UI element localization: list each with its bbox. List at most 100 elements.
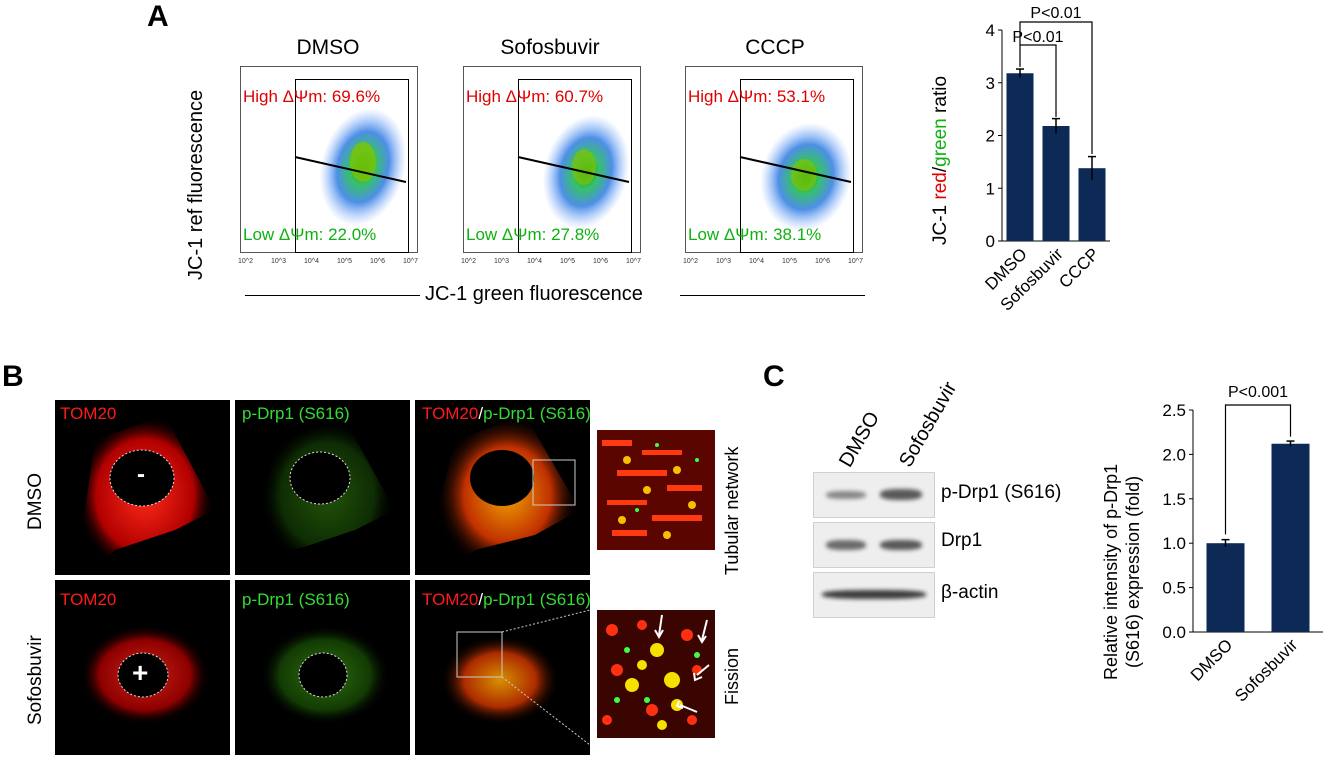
tick: 10^6 [593,258,608,265]
flow-scatter-cccp [739,122,852,232]
tick: 10^6 [370,258,385,265]
flow-x-axis-line-right [680,295,865,296]
tick: 10^6 [815,258,830,265]
y-tick-label: 2 [986,127,995,146]
nucleus-plus: + [132,657,149,688]
sig-bracket [1224,404,1292,535]
blot-band [822,590,926,599]
blot-band [826,540,866,550]
ylabel-prefix: JC-1 [930,199,951,245]
blot-lane-label-dmso: DMSO [835,408,885,471]
tick: 10^3 [494,258,509,265]
merge-slash: / [478,404,484,423]
zoom-sofosbuvir [597,610,715,738]
bar [1042,126,1070,241]
flow-scatter-sofosbuvir [517,114,630,230]
high-label-sofosbuvir: High ΔΨm: 60.7% [466,87,604,106]
gate-dmso [295,79,409,253]
blot-row-label-actin: β-actin [941,582,999,603]
sig-bracket-outer [1019,21,1093,154]
flow-plot-cccp: High ΔΨm: 53.1% Low ΔΨm: 38.1% [685,66,863,253]
blot-band [880,489,922,500]
tick: 10^4 [527,258,542,265]
bar-chart-c-ylabel: Relative intensity of p-Drp1 (S616) expr… [1100,464,1144,680]
bar [1206,543,1245,632]
x-category-label: DMSO [1187,635,1236,684]
tick: 10^4 [749,258,764,265]
row-label-dmso: DMSO [25,473,46,530]
micro-dmso-pdrp1 [235,400,410,575]
panel-letter-a: A [147,0,169,33]
y-tick-label: 0.5 [1162,579,1186,598]
y-tick-label: 1.5 [1162,490,1186,509]
merge-pdrp1: p-Drp1 (S616) [483,404,591,423]
tick: 10^2 [238,258,253,265]
low-label-cccp: Low ΔΨm: 38.1% [688,225,822,244]
label-merge-row1: TOM20/p-Drp1 (S616) [422,404,591,424]
gate-cccp [740,79,854,253]
panel-letter-c: C [763,360,785,393]
row-label-sofosbuvir: Sofosbuvir [25,635,46,725]
flow-plot-sofosbuvir: High ΔΨm: 60.7% Low ΔΨm: 27.8% [463,66,641,253]
flow-plot-dmso: High ΔΨm: 69.6% Low ΔΨm: 22.0% [240,66,418,253]
low-label-dmso: Low ΔΨm: 22.0% [243,225,377,244]
tick: 10^2 [461,258,476,265]
ylabel-green: green [930,118,951,167]
blot-strip-actin [813,572,935,618]
flow-title-dmso: DMSO [296,36,360,59]
label-pdrp1-row2: p-Drp1 (S616) [242,590,350,609]
blot-band [826,491,866,499]
y-tick-label: 1.0 [1162,534,1186,553]
tick: 10^5 [782,258,797,265]
flow-x-ticks-sofosbuvir: 10^2 10^3 10^4 10^5 10^6 10^7 [461,258,641,265]
tick: 10^5 [337,258,352,265]
sig-bracket-inner [1019,44,1057,118]
tick: 10^7 [403,258,418,265]
merge-pdrp1: p-Drp1 (S616) [483,590,591,609]
side-label-tubular: Tubular network [722,446,742,575]
merge-tom20: TOM20 [422,590,479,609]
zoom-dmso [597,430,715,550]
merge-slash: / [478,590,484,609]
ylabel-red: red [930,172,951,200]
side-label-fission: Fission [722,647,742,705]
gate-sofosbuvir [518,79,632,253]
flow-x-axis-label: JC-1 green fluorescence [425,283,643,305]
bar-chart-a-ylabel: JC-1 red/green ratio [930,76,952,245]
blot-strip-pdrp1 [813,472,935,518]
micro-sofosbuvir-tom20 [55,580,230,755]
high-label-cccp: High ΔΨm: 53.1% [688,87,826,106]
flow-title-cccp: CCCP [745,36,805,59]
ylabel-line1: Relative intensity of p-Drp1 [1101,463,1121,680]
x-category-label: Sofosbuvir [1231,635,1301,705]
flow-x-ticks-dmso: 10^2 10^3 10^4 10^5 10^6 10^7 [238,258,418,265]
label-pdrp1-row1: p-Drp1 (S616) [242,404,350,423]
bar [1078,168,1106,241]
tick: 10^7 [848,258,863,265]
micro-sofosbuvir-merge [415,580,590,755]
bar [1271,443,1310,632]
flow-title-sofosbuvir: Sofosbuvir [500,36,600,59]
sig-label-inner: P<0.01 [1012,29,1063,46]
high-label-dmso: High ΔΨm: 69.6% [243,87,381,106]
tick: 10^7 [626,258,641,265]
y-tick-label: 0.0 [1162,623,1186,642]
panel-letter-b: B [2,360,24,393]
label-tom20-row1: TOM20 [60,404,117,423]
y-tick-label: 3 [986,74,995,93]
y-tick-label: 2.0 [1162,445,1186,464]
tick: 10^2 [683,258,698,265]
blot-strip-drp1 [813,522,935,568]
y-tick-label: 0 [986,232,995,251]
flow-x-axis-line-left [245,295,420,296]
tick: 10^3 [716,258,731,265]
ylabel-sep: / [930,166,951,173]
ylabel-line2: (S616) expression (fold) [1123,475,1143,668]
blot-band [880,540,922,550]
tick: 10^5 [560,258,575,265]
label-tom20-row2: TOM20 [60,590,117,609]
sig-label: P<0.001 [1228,384,1288,401]
flow-x-ticks-cccp: 10^2 10^3 10^4 10^5 10^6 10^7 [683,258,863,265]
ylabel-suffix: ratio [930,75,951,119]
